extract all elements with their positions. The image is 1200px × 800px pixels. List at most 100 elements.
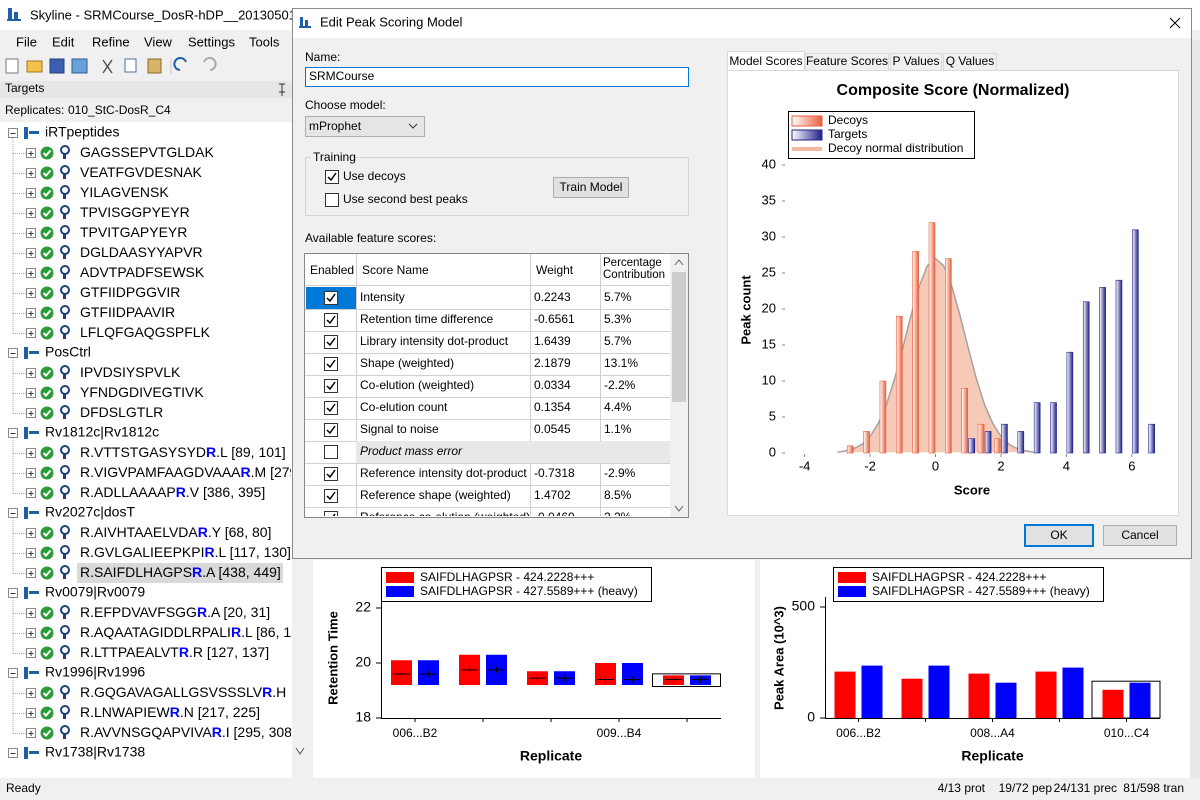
peptide[interactable]: R.GQGAVAGALLGSVSSSLVR.H bbox=[80, 684, 286, 700]
pin-icon[interactable] bbox=[279, 83, 285, 96]
checkbox[interactable] bbox=[324, 379, 338, 393]
protein-name[interactable]: Rv1812c|Rv1812c bbox=[45, 424, 159, 440]
peptide[interactable]: VEATFGVDESNAK bbox=[80, 164, 203, 180]
peptide[interactable]: LFLQFGAQGSPFLK bbox=[80, 324, 211, 340]
tab[interactable] bbox=[890, 53, 942, 71]
menu-item[interactable]: Refine bbox=[92, 34, 130, 49]
score-contribution: 2.2% bbox=[604, 510, 632, 524]
tool-new[interactable] bbox=[5, 58, 19, 74]
tool-undo[interactable] bbox=[173, 57, 187, 71]
tool-redo[interactable] bbox=[203, 57, 217, 71]
peptide[interactable]: R.ADLLAAAAPR.V [386, 395] bbox=[80, 484, 265, 500]
checkbox[interactable] bbox=[324, 489, 338, 503]
protein-name[interactable]: Rv2027c|dosT bbox=[45, 504, 135, 520]
menu-item[interactable]: Settings bbox=[188, 34, 235, 49]
peptide[interactable]: GTFIIDPGGVIR bbox=[80, 284, 180, 300]
tool-open[interactable] bbox=[26, 60, 43, 73]
checkbox[interactable] bbox=[325, 193, 339, 207]
protein-name[interactable]: Rv1738|Rv1738 bbox=[45, 744, 145, 760]
cancel-button[interactable] bbox=[1103, 525, 1177, 546]
peptide[interactable]: GAGSSEPVTGLDAK bbox=[80, 144, 214, 160]
status-count: 19/72 pep bbox=[999, 781, 1053, 795]
cancel-label: Cancel bbox=[1121, 528, 1158, 542]
legend-swatch bbox=[791, 115, 823, 127]
tool-cut[interactable] bbox=[102, 59, 113, 74]
peptide-icon bbox=[60, 685, 70, 695]
checkbox[interactable] bbox=[324, 357, 338, 371]
peptide[interactable]: R.LTTPAEALVTR.R [127, 137] bbox=[80, 644, 269, 660]
toggle-sign bbox=[28, 151, 34, 156]
bar bbox=[928, 665, 950, 718]
scroll-arrow[interactable] bbox=[295, 747, 305, 755]
checkbox[interactable] bbox=[324, 511, 338, 525]
peptide[interactable]: R.GVLGALIEEPKPIR.L [117, 130] bbox=[80, 544, 291, 560]
checkbox[interactable] bbox=[324, 423, 338, 437]
menu-item[interactable]: Edit bbox=[52, 34, 75, 49]
checkbox[interactable] bbox=[324, 445, 338, 459]
peptide[interactable]: YFNDGDIVEGTIVK bbox=[80, 384, 204, 400]
targets-header bbox=[0, 81, 308, 98]
checkbox[interactable] bbox=[324, 313, 338, 327]
peptide[interactable]: IPVDSIYSPVLK bbox=[80, 364, 181, 380]
toggle-sign bbox=[28, 531, 34, 536]
protein-name[interactable]: Rv0079|Rv0079 bbox=[45, 584, 145, 600]
peptide-icon-stem bbox=[63, 573, 66, 579]
checkbox[interactable] bbox=[325, 170, 339, 184]
scroll-arrows[interactable] bbox=[674, 259, 684, 512]
tool-publish[interactable] bbox=[71, 58, 88, 74]
tab[interactable] bbox=[805, 53, 889, 71]
status-count: 81/598 tran bbox=[1123, 781, 1184, 795]
scroll-thumb[interactable] bbox=[672, 272, 686, 402]
checkbox[interactable] bbox=[324, 401, 338, 415]
composite-score-chart: Composite Score (Normalized) Peak count Sc… bbox=[738, 82, 1155, 497]
peptide[interactable]: TPVITGAPYEYR bbox=[80, 224, 187, 240]
protein-name[interactable]: Rv1996|Rv1996 bbox=[45, 664, 145, 680]
checkbox[interactable] bbox=[324, 291, 338, 305]
check-mark bbox=[42, 449, 52, 457]
peptide[interactable]: YILAGVENSK bbox=[80, 184, 169, 200]
peptide[interactable]: TPVISGGPYEYR bbox=[80, 204, 190, 220]
train-button[interactable] bbox=[553, 177, 629, 198]
peptide-part: R.AQAATAGIDDLRPALI bbox=[80, 624, 231, 640]
tool-save[interactable] bbox=[49, 58, 65, 74]
peptide[interactable]: R.AIVHTAAELVDAR.Y [68, 80] bbox=[80, 524, 271, 540]
menu-item[interactable]: File bbox=[16, 34, 37, 49]
tab[interactable] bbox=[727, 51, 805, 71]
toggle-sign bbox=[28, 231, 34, 236]
protein-name[interactable]: PosCtrl bbox=[45, 344, 91, 360]
score-weight: 0.2243 bbox=[534, 290, 571, 304]
peptide[interactable]: DGLDAASYYAPVR bbox=[80, 244, 203, 260]
peptide[interactable]: R.AQAATAGIDDLRPALIR.L [86, 1 bbox=[80, 624, 291, 640]
bar bbox=[1129, 682, 1151, 718]
toggle-sign bbox=[28, 171, 34, 176]
peptide[interactable]: R.LNWAPIEWR.N [217, 225] bbox=[80, 704, 260, 720]
peptide[interactable]: R.SAIFDLHAGPSR.A [438, 449] bbox=[80, 564, 281, 580]
peptide[interactable]: R.AVVNSGQAPVIVAR.I [295, 308 bbox=[80, 724, 292, 740]
legend-swatch bbox=[838, 586, 866, 597]
peptide[interactable]: R.VIGVPAMFAAGDVAAAR.M [279 bbox=[80, 464, 298, 480]
peptide[interactable]: GTFIIDPAAVIR bbox=[80, 304, 175, 320]
name-input[interactable] bbox=[305, 67, 689, 87]
tool-copy[interactable] bbox=[124, 58, 137, 73]
model-select[interactable] bbox=[305, 116, 425, 137]
histogram-bar bbox=[863, 431, 870, 454]
peptide[interactable]: R.VTTSTGASYSYDR.L [89, 101] bbox=[80, 444, 286, 460]
toggle-sign bbox=[28, 251, 34, 256]
replicate-select[interactable]: 010_StC-DosR_C4 bbox=[68, 103, 171, 117]
toggle-sign bbox=[28, 311, 34, 316]
peptide-part: .I [295, 308 bbox=[222, 724, 292, 740]
checkbox[interactable] bbox=[324, 335, 338, 349]
dialog-title-bar bbox=[293, 9, 1191, 38]
peptide[interactable]: R.EFPDVAVFSGGR.A [20, 31] bbox=[80, 604, 270, 620]
protein-name[interactable]: iRTpeptides bbox=[45, 124, 119, 140]
ok-button[interactable] bbox=[1024, 524, 1094, 547]
menu-item[interactable]: View bbox=[144, 34, 173, 49]
peptide[interactable]: DFDSLGTLR bbox=[80, 404, 163, 420]
peptide[interactable]: ADVTPADFSEWSK bbox=[80, 264, 205, 280]
close-button[interactable] bbox=[1169, 17, 1181, 29]
tool-paste[interactable] bbox=[147, 58, 162, 74]
menu-item[interactable]: Tools bbox=[249, 34, 280, 49]
checkbox[interactable] bbox=[324, 467, 338, 481]
bar bbox=[1035, 671, 1057, 718]
tab[interactable] bbox=[943, 53, 997, 71]
